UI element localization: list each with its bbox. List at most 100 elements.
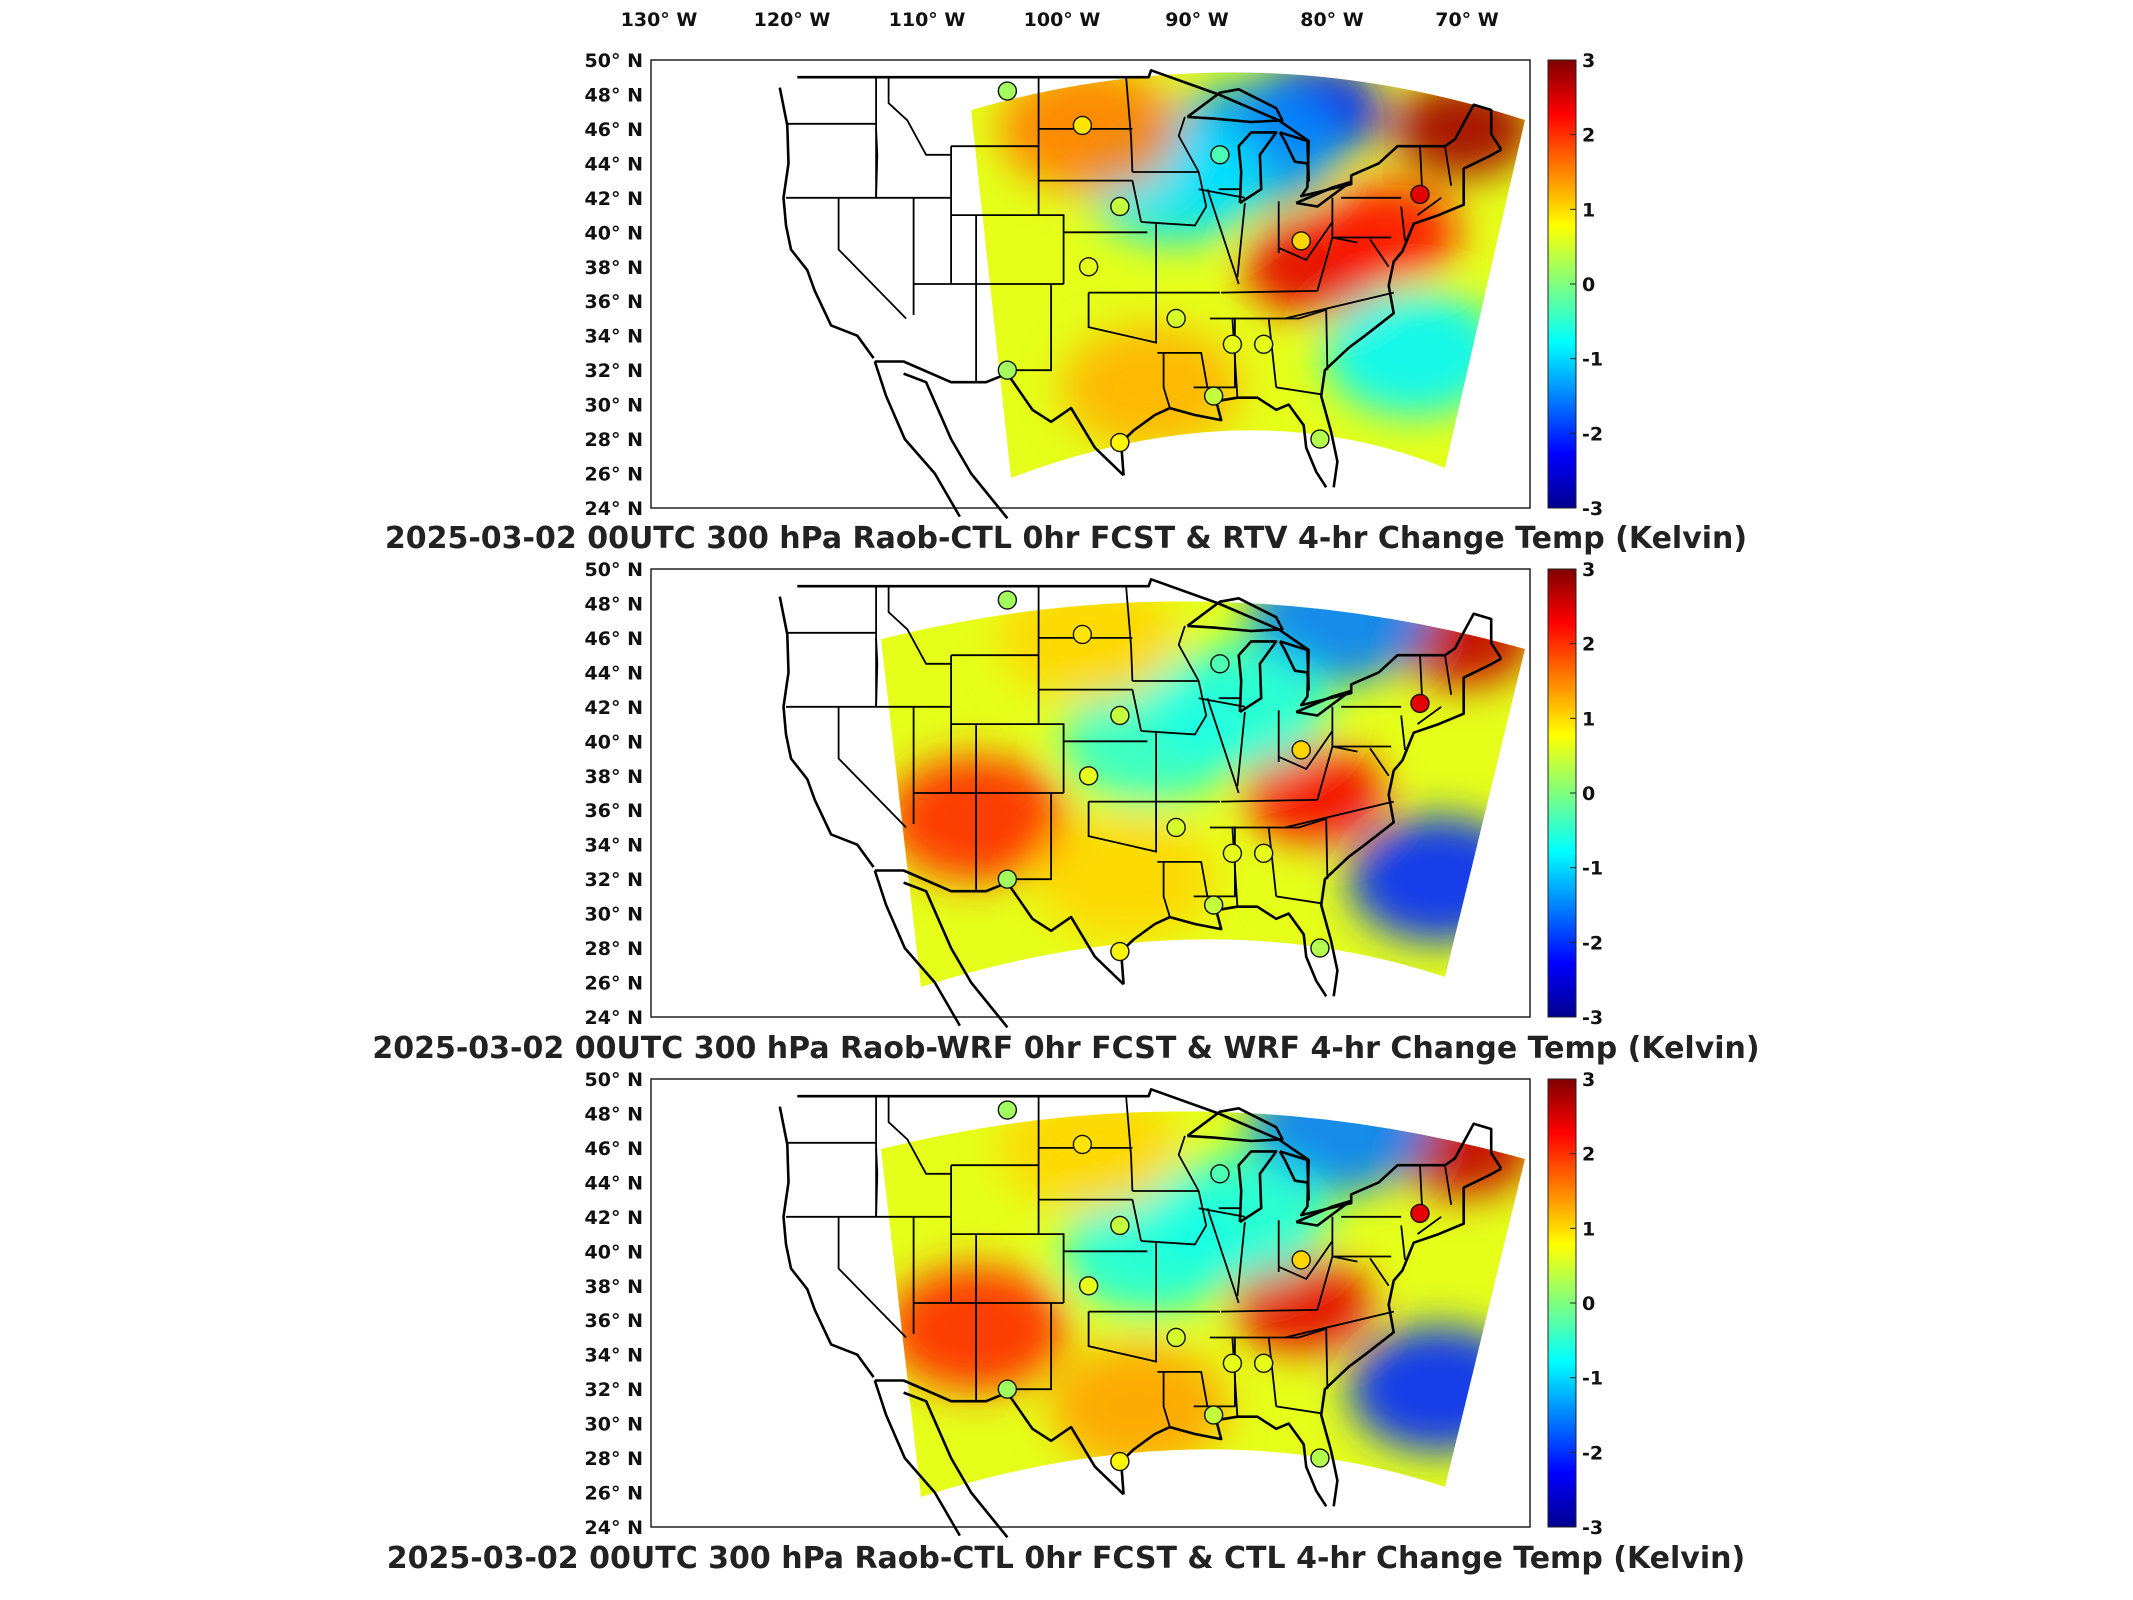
- field-anomaly: [1148, 643, 1329, 770]
- raob-marker: [1166, 308, 1186, 329]
- lat-label: 38° N: [585, 1276, 643, 1298]
- state-border: [1206, 188, 1240, 285]
- state-border: [1221, 799, 1318, 803]
- mex-main-line: [903, 881, 1009, 1029]
- coast-west-line: [778, 1106, 875, 1378]
- raob-marker: [1166, 1327, 1186, 1348]
- lat-label: 28° N: [585, 1448, 643, 1470]
- raob-marker: [1110, 705, 1130, 726]
- state-border: [1006, 284, 1052, 372]
- state-border: [951, 214, 1065, 233]
- raob-marker: [997, 81, 1018, 101]
- lat-label: 26° N: [585, 973, 643, 995]
- lon-label: 120° W: [754, 9, 831, 31]
- state-border: [1157, 351, 1209, 388]
- state-border: [1278, 1240, 1334, 1281]
- state-border: [1231, 1336, 1269, 1417]
- lat-label: 42° N: [585, 188, 643, 210]
- lat-label: 44° N: [585, 153, 643, 175]
- state-border: [1087, 800, 1157, 853]
- raob-marker: [1072, 624, 1093, 645]
- raob-marker: [1072, 115, 1093, 136]
- colorbar-tick-label: 1: [1582, 708, 1595, 730]
- border-n-line: [797, 577, 1503, 707]
- colorbar-tick-label: -2: [1582, 932, 1603, 954]
- lat-label: 40° N: [585, 731, 643, 753]
- raob-marker: [1072, 1134, 1093, 1155]
- temperature-change-field: [971, 72, 1525, 478]
- lake-erie-line: [1295, 1200, 1352, 1227]
- lake-sup-line: [1186, 88, 1284, 124]
- state-border: [1444, 146, 1453, 186]
- state-border: [875, 1147, 879, 1217]
- latitude-labels: 50° N 48° N 46° N 44° N 42° N 40° N 38° N 36° N…: [585, 50, 643, 520]
- lat-label: 30° N: [585, 904, 643, 926]
- raob-marker: [1222, 843, 1243, 864]
- state-boundaries: [778, 577, 1503, 1029]
- lat-label: 34° N: [585, 326, 643, 348]
- state-border: [1278, 730, 1334, 771]
- lat-label: 42° N: [585, 697, 643, 719]
- state-border: [1316, 1255, 1358, 1311]
- state-border: [1198, 697, 1246, 708]
- lat-label: 36° N: [585, 800, 643, 822]
- state-border: [1268, 308, 1329, 371]
- map-axes: [650, 1078, 1531, 1539]
- state-border: [887, 586, 952, 665]
- state-border: [1087, 1310, 1157, 1363]
- lat-label: 44° N: [585, 662, 643, 684]
- state-border: [1444, 655, 1453, 695]
- state-border: [1267, 827, 1278, 897]
- raob-marker: [1110, 1215, 1130, 1236]
- latitude-labels: 50° N 48° N 46° N 44° N 42° N 40° N 38° N 36° N…: [585, 559, 643, 1029]
- lat-label: 24° N: [585, 1007, 643, 1029]
- state-border: [1177, 1135, 1200, 1192]
- lat-label: 26° N: [585, 1483, 643, 1505]
- state-border: [1400, 1225, 1406, 1260]
- raob-markers: [997, 1100, 1430, 1472]
- border-s-line: [874, 869, 1125, 986]
- state-border: [875, 128, 879, 198]
- lake-mich-line: [1237, 131, 1278, 205]
- gulf-line: [1119, 1415, 1328, 1508]
- colorbar-tick-label: 2: [1582, 1144, 1595, 1166]
- state-border: [1125, 586, 1134, 682]
- map-axes: [650, 59, 1531, 520]
- state-border: [1006, 1303, 1052, 1391]
- border-n-line: [797, 69, 1503, 198]
- lat-label: 48° N: [585, 593, 643, 615]
- colorbar-tick-label: -1: [1582, 858, 1603, 880]
- state-border: [1267, 318, 1278, 388]
- state-border: [951, 723, 1065, 742]
- lake-sup-line: [1186, 596, 1284, 633]
- field-anomaly: [1318, 183, 1459, 282]
- state-border: [1221, 1309, 1318, 1313]
- panel-3: 50° N 48° N 46° N 44° N 42° N 40° N 38° N 36° N…: [387, 1069, 1745, 1576]
- raob-marker: [1310, 938, 1330, 958]
- gulf-line: [1119, 905, 1328, 998]
- state-border: [1206, 697, 1240, 794]
- raob-marker: [1078, 766, 1099, 786]
- raob-marker: [1410, 1203, 1430, 1224]
- panel-title: 2025-03-02 00UTC 300 hPa Raob-CTL 0hr FC…: [387, 1541, 1745, 1576]
- raob-marker: [1210, 145, 1230, 165]
- field-anomaly: [1061, 324, 1242, 451]
- state-border: [887, 1096, 952, 1175]
- colorbar-tick-label: -3: [1582, 1007, 1603, 1029]
- raob-markers: [997, 590, 1430, 962]
- state-border: [1400, 206, 1406, 241]
- lat-label: 38° N: [585, 766, 643, 788]
- lat-label: 30° N: [585, 395, 643, 417]
- baja-line: [873, 1380, 961, 1537]
- state-border: [1369, 238, 1390, 268]
- colorbar-tick-label: 1: [1582, 1218, 1595, 1240]
- state-border: [837, 197, 907, 320]
- state-border: [1006, 793, 1052, 881]
- state-border: [1087, 291, 1157, 344]
- field-anomaly: [1148, 1153, 1329, 1280]
- state-border: [837, 706, 907, 829]
- lat-label: 38° N: [585, 257, 643, 279]
- lon-label: 90° W: [1165, 9, 1229, 31]
- field-anomaly: [1048, 1343, 1229, 1470]
- state-border: [1416, 706, 1442, 725]
